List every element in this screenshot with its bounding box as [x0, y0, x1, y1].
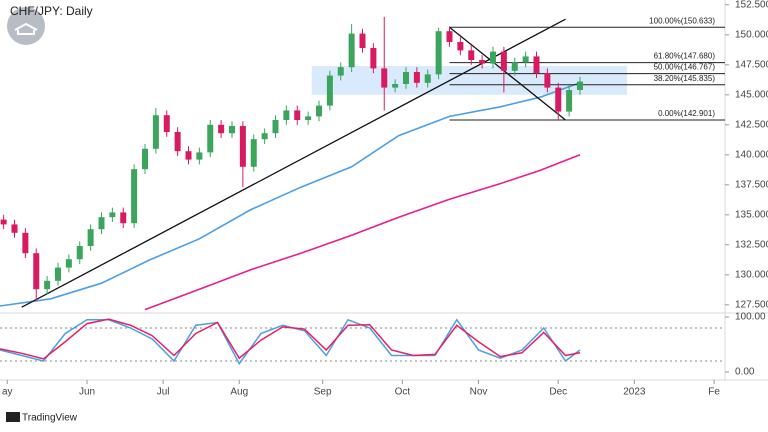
candle-body	[44, 280, 51, 290]
candle-body	[435, 31, 442, 75]
candle-body	[174, 132, 181, 152]
oscillator-line	[0, 318, 581, 366]
candle-body	[272, 120, 279, 134]
candle-body	[65, 259, 72, 268]
candle-body	[11, 224, 18, 233]
brand-icon	[6, 412, 20, 422]
x-tick-label: Jun	[79, 387, 95, 398]
moving-average	[144, 154, 581, 311]
x-tick-label: Nov	[470, 387, 488, 398]
candle-body	[22, 232, 29, 254]
moving-average	[0, 82, 581, 307]
oscillator-line	[0, 318, 581, 360]
candle-body	[577, 81, 583, 90]
candle-body	[131, 169, 138, 224]
logo-icon	[14, 22, 38, 35]
trendline	[21, 18, 566, 308]
candle-body	[533, 56, 540, 74]
candle-body	[294, 110, 301, 120]
x-tick-label: Aug	[230, 387, 248, 398]
candle-body	[229, 126, 235, 134]
x-tick-label: Oct	[395, 387, 411, 398]
candle-body	[87, 229, 94, 246]
fib-label: 100.00%(150.633)	[649, 16, 715, 25]
logo	[7, 7, 45, 45]
candle-body	[337, 67, 344, 76]
candle-body	[316, 105, 322, 117]
y-tick-label: 0.00	[735, 367, 755, 378]
candle-body	[152, 115, 159, 149]
y-tick-label: 127.500	[735, 299, 768, 310]
candle-body	[424, 74, 431, 83]
candle-body	[479, 60, 486, 64]
candle-body	[142, 148, 148, 170]
candle-body	[185, 151, 192, 160]
candle-body	[500, 51, 507, 71]
y-tick-label: 132.500	[735, 239, 768, 250]
candle-body	[261, 133, 268, 140]
x-tick-label: Dec	[549, 387, 567, 398]
y-tick-label: 140.000	[735, 149, 768, 160]
candle-body	[0, 219, 7, 225]
candle-body	[305, 116, 312, 120]
candle-body	[76, 246, 83, 260]
candle-body	[403, 72, 409, 84]
candle-body	[468, 50, 475, 60]
y-tick-label: 145.000	[735, 89, 768, 100]
x-tick-label: ay	[2, 387, 13, 398]
x-tick-label: 2023	[623, 387, 646, 398]
y-tick-label: 142.500	[735, 119, 768, 130]
candle-body	[283, 110, 290, 120]
candle-body	[566, 90, 573, 112]
fib-label: 50.00%(146.767)	[654, 63, 716, 72]
candle-body	[511, 62, 518, 71]
candle-body	[218, 124, 225, 134]
candle-body	[544, 73, 551, 88]
candle-body	[239, 126, 246, 167]
fib-label: 38.20%(145.835)	[654, 74, 716, 83]
candle-body	[381, 68, 388, 88]
candle-body	[522, 56, 529, 63]
candle-body	[326, 75, 333, 106]
candle-body	[446, 31, 453, 42]
candle-body	[413, 72, 420, 83]
candle-body	[163, 115, 170, 132]
candle-body	[196, 152, 203, 160]
candle-body	[33, 253, 40, 290]
fib-label: 0.00%(142.901)	[658, 109, 715, 118]
candle-body	[207, 124, 214, 153]
y-tick-label: 130.000	[735, 269, 768, 280]
y-tick-label: 137.500	[735, 179, 768, 190]
candle-body	[109, 212, 116, 218]
candle-body	[348, 33, 355, 68]
candle-body	[392, 84, 399, 88]
y-tick-label: 135.000	[735, 209, 768, 220]
y-tick-label: 150.000	[735, 29, 768, 40]
candle-body	[555, 87, 562, 112]
candle-body	[120, 212, 127, 224]
y-tick-label: 147.500	[735, 59, 768, 70]
y-tick-label: 100.00	[735, 312, 766, 323]
candle-body	[490, 51, 496, 64]
candle-body	[457, 42, 464, 51]
brand: TradingView	[22, 413, 78, 424]
chart-title: CHF/JPY: Daily	[10, 4, 93, 18]
candle-body	[359, 33, 366, 48]
y-tick-label: 152.500	[735, 0, 768, 10]
candle-body	[370, 48, 377, 69]
x-tick-label: Fe	[708, 387, 720, 398]
candle-body	[250, 139, 257, 167]
candle-body	[98, 217, 105, 230]
candle-body	[55, 267, 61, 281]
fib-label: 61.80%(147.680)	[654, 52, 716, 61]
x-tick-label: Sep	[314, 387, 332, 398]
x-tick-label: Jul	[157, 387, 170, 398]
